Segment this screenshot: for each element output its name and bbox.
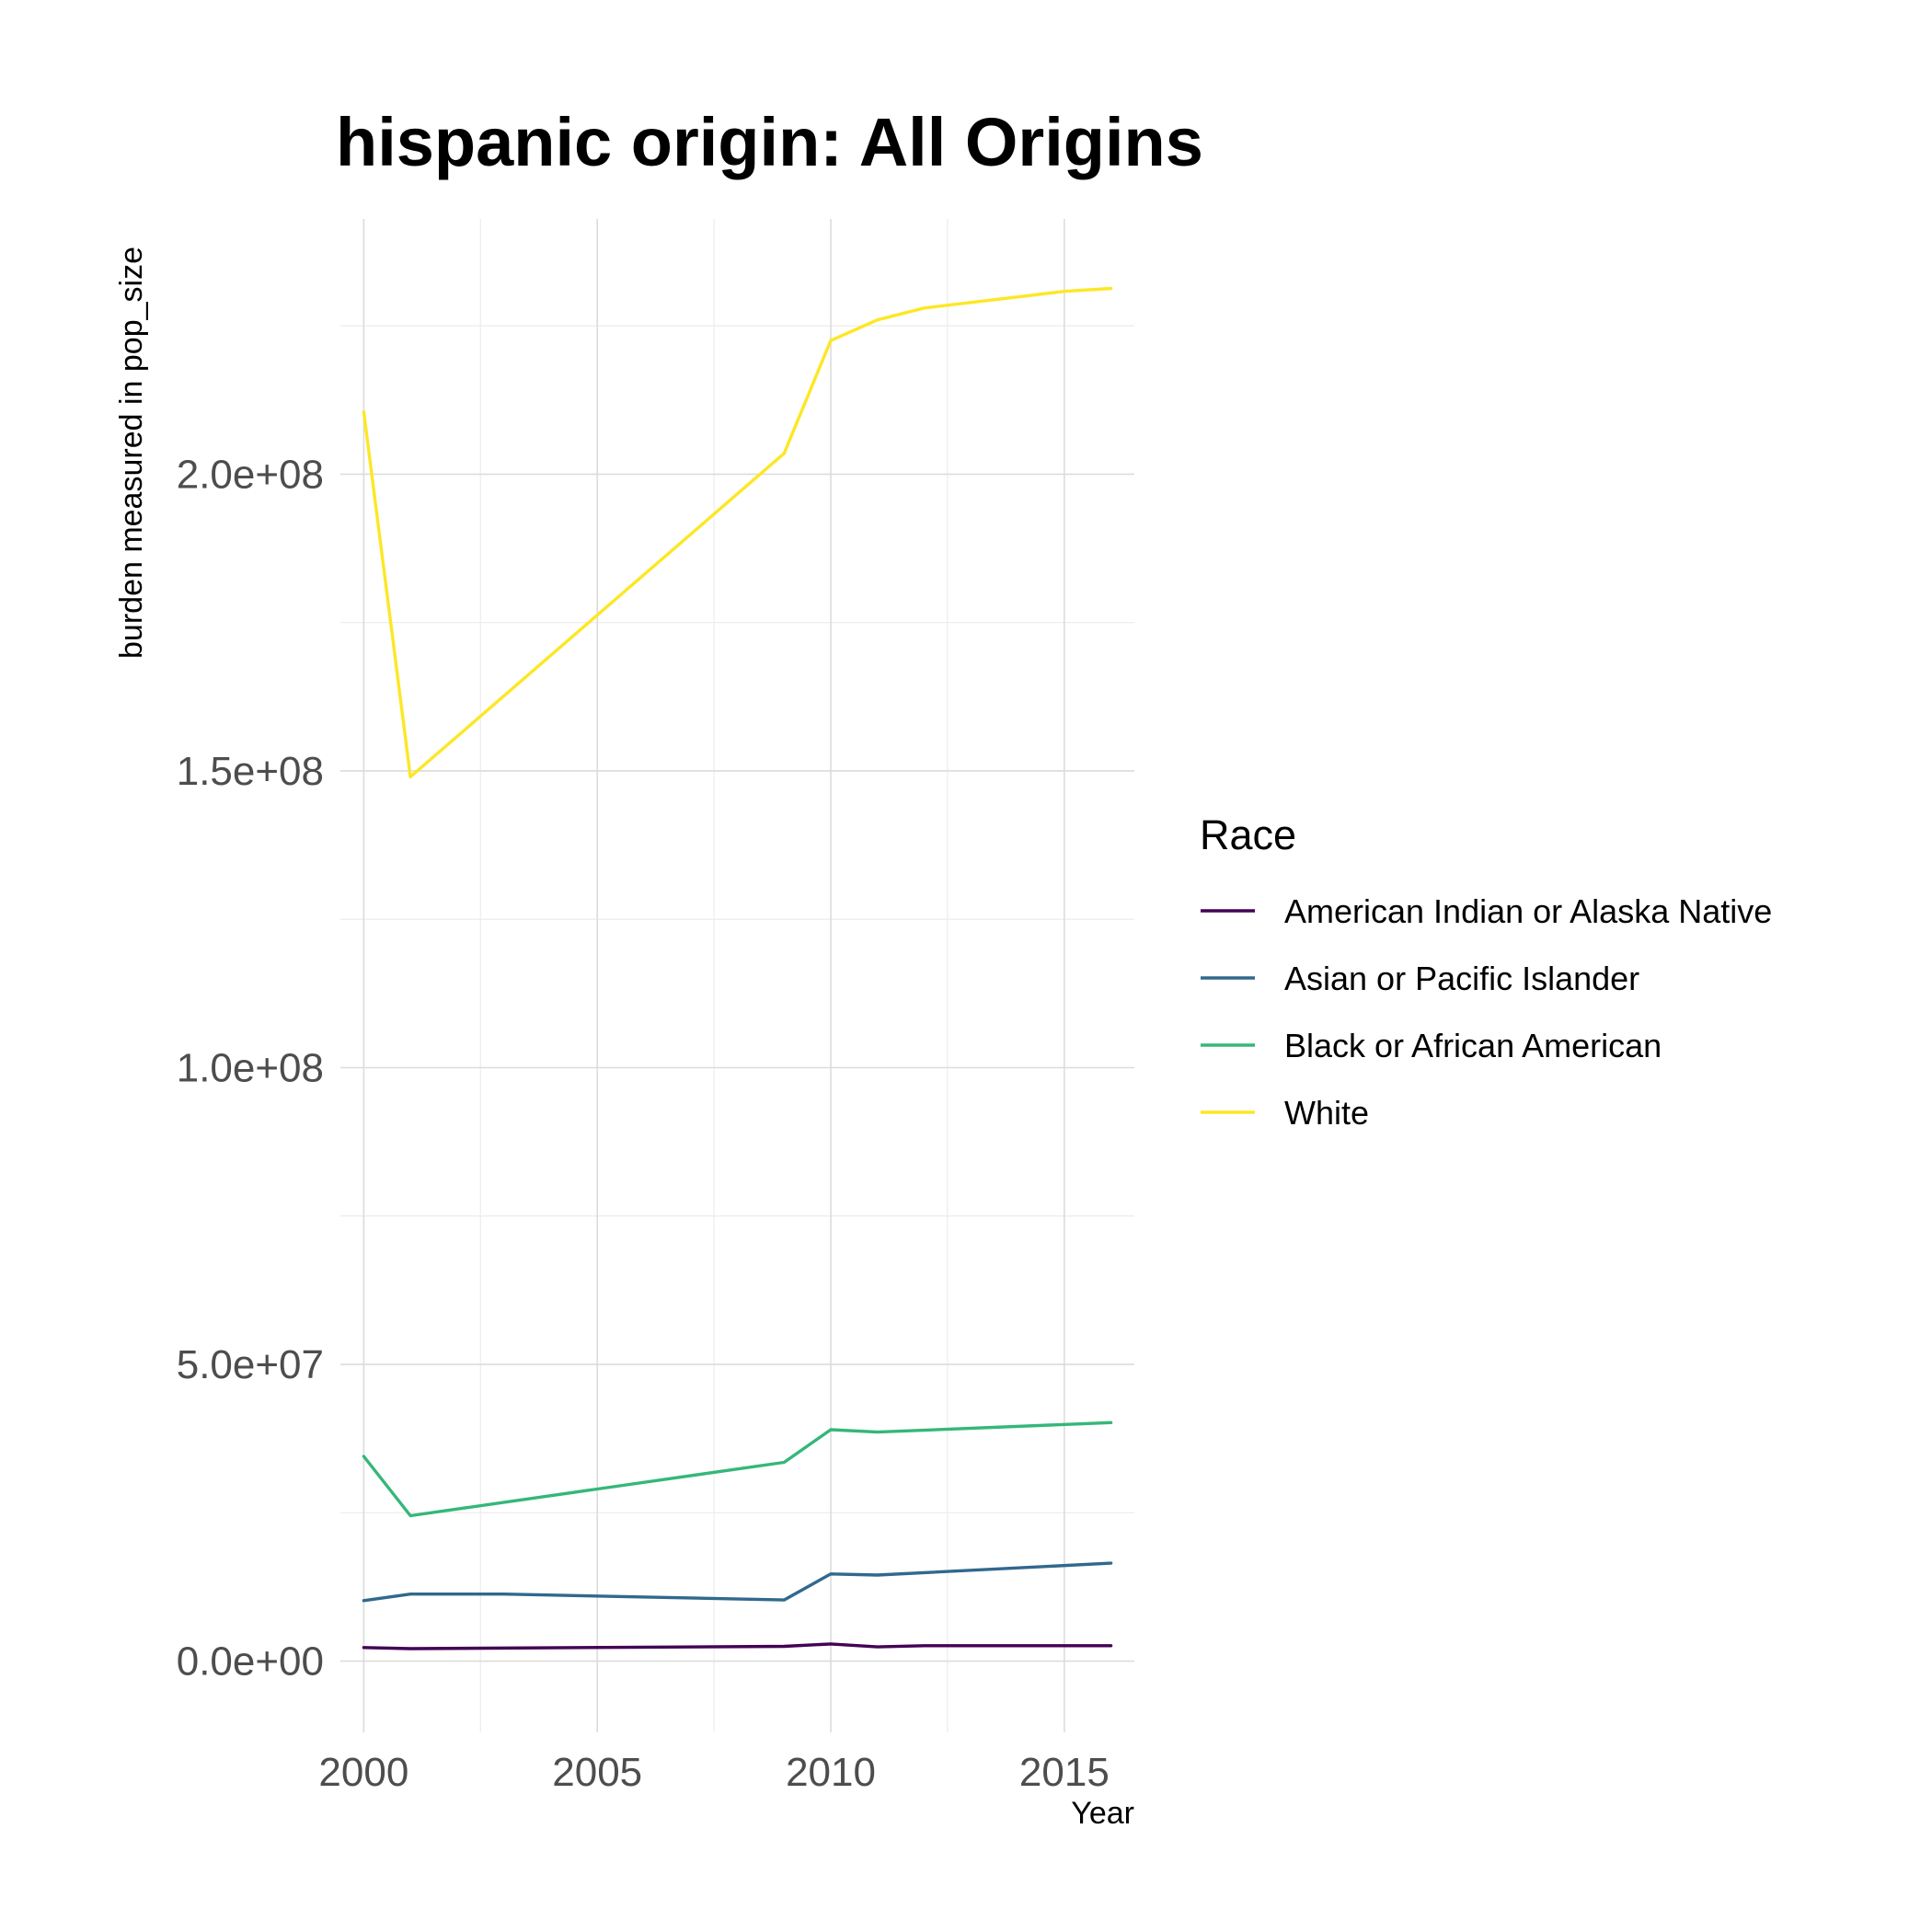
y-tick-labels: 0.0e+00 5.0e+07 1.0e+08 1.5e+08 2.0e+08	[177, 452, 324, 1684]
y-tick-label: 2.0e+08	[177, 452, 324, 497]
series-lines	[362, 286, 1113, 1650]
x-tick-label: 2010	[786, 1750, 876, 1795]
x-tick-labels: 2000 2005 2010 2015	[318, 1750, 1109, 1795]
legend-label-american-indian-or-alaska-native: American Indian or Alaska Native	[1284, 892, 1772, 930]
grid	[340, 219, 1134, 1732]
chart-title: hispanic origin: All Origins	[336, 104, 1203, 180]
y-tick-label: 1.5e+08	[177, 749, 324, 794]
series-line-black-or-african-american	[362, 1420, 1113, 1518]
y-tick-label: 5.0e+07	[177, 1342, 324, 1387]
series-line-asian-or-pacific-islander	[362, 1561, 1113, 1603]
legend-title: Race	[1200, 811, 1296, 858]
x-tick-label: 2005	[552, 1750, 642, 1795]
y-tick-label: 1.0e+08	[177, 1045, 324, 1090]
series-line-white	[362, 286, 1113, 779]
y-axis-title: burden measured in pop_size	[114, 247, 149, 659]
x-tick-label: 2015	[1019, 1750, 1110, 1795]
x-axis-title: Year	[1071, 1796, 1134, 1831]
legend: Race American Indian or Alaska Native Asi…	[1200, 811, 1772, 1132]
series-line-american-indian-or-alaska-native	[362, 1642, 1113, 1650]
legend-label-white: White	[1284, 1094, 1369, 1132]
x-tick-label: 2000	[318, 1750, 408, 1795]
legend-label-black-or-african-american: Black or African American	[1284, 1027, 1662, 1064]
legend-label-asian-or-pacific-islander: Asian or Pacific Islander	[1284, 960, 1639, 997]
y-tick-label: 0.0e+00	[177, 1639, 324, 1685]
